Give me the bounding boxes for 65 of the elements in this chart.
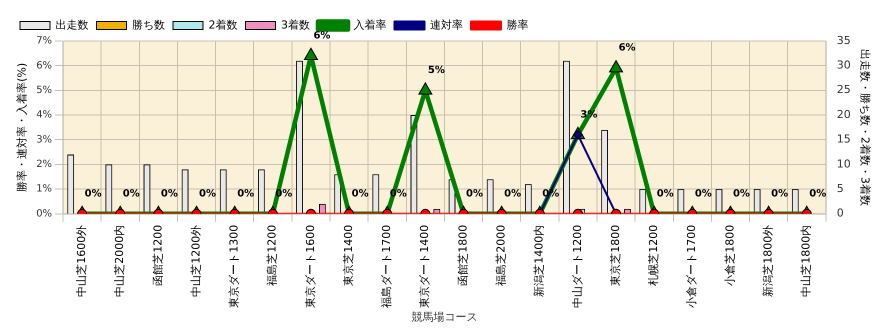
legend-label: 勝率 [506,18,528,32]
x-tick-label: 函館芝1800 [456,224,470,286]
y-tick-label: 5% [36,84,52,96]
y2-tick-label: 15 [836,132,851,146]
data-label: 5% [428,64,445,76]
x-tick-label: 福島芝2000 [494,224,508,286]
data-label: 0% [352,188,369,200]
point [418,82,432,95]
x-tick-label: 中山ダート1200 [570,224,584,308]
x-tick-label: 東京ダート1400 [418,224,432,308]
y-tick-label: 4% [36,110,52,121]
y2-tick-label: 10 [836,157,851,170]
x-axis-title: 競馬場コース [411,310,478,324]
x-tick-label: 中山芝1600外 [74,224,88,297]
point [304,48,318,60]
data-label: 0% [809,188,826,200]
legend-label: 連対率 [430,18,463,32]
point [609,60,624,72]
y-axis-title: 勝率・連対率・入着率(%) [15,62,28,192]
data-label: 0% [466,188,483,200]
data-label: 6% [313,30,330,42]
x-tick-label: 福島ダート1700 [380,224,394,308]
y-tick-label: 2% [36,159,52,170]
legend-label: 3着数 [281,18,310,32]
data-label: 0% [160,188,178,200]
data-label: 6% [618,42,636,54]
y2-axis-title: 出走数・勝ち数・2着数・3着数 [858,48,872,206]
y2-tick-label: 25 [836,83,851,96]
data-label: 0% [84,188,102,200]
x-tick-label: 札幌芝1200 [647,224,660,286]
x-tick-label: 東京芝1400 [342,224,355,286]
legend-label: 入着率 [353,18,386,32]
x-tick-label: 小倉ダート1700 [685,224,698,308]
y2-tick-label: 0 [836,206,844,220]
y2-tick-label: 5 [836,182,844,195]
x-tick-label: 中山芝1800内 [800,224,813,297]
y-tick-label: 1% [36,184,52,195]
data-label: 0% [771,188,788,200]
y-tick-label: 3% [36,134,52,146]
legend-label: 勝ち数 [132,18,165,32]
x-tick-label: 小倉芝1800 [723,224,736,286]
x-tick-label: 函館芝1200 [151,224,164,286]
x-tick-label: 福島芝1200 [266,224,279,286]
data-label: 0% [122,188,140,200]
data-label: 0% [694,188,712,200]
x-tick-label: 東京ダート1600 [304,224,317,308]
data-label: 0% [199,188,216,200]
y-tick-label: 0% [36,208,52,220]
y-tick-label: 7% [36,36,52,47]
y2-tick-label: 30 [836,58,851,72]
legend-label: 出走数 [56,18,88,32]
y-tick-label: 6% [36,60,52,72]
y2-tick-label: 35 [836,34,851,47]
x-tick-label: 東京芝1800 [608,224,622,286]
x-tick-label: 東京ダート1300 [228,224,241,308]
data-label: 0% [504,188,522,200]
x-tick-label: 新潟芝1800外 [761,224,774,297]
data-label: 0% [732,188,750,200]
data-label: 0% [237,188,254,200]
legend-label: 2着数 [208,18,238,32]
x-tick-label: 新潟芝1400内 [532,224,546,297]
x-tick-label: 中山芝2000内 [113,224,126,297]
y2-tick-label: 20 [836,108,851,121]
x-tick-label: 中山芝1200外 [189,224,202,297]
data-label: 0% [656,188,674,200]
